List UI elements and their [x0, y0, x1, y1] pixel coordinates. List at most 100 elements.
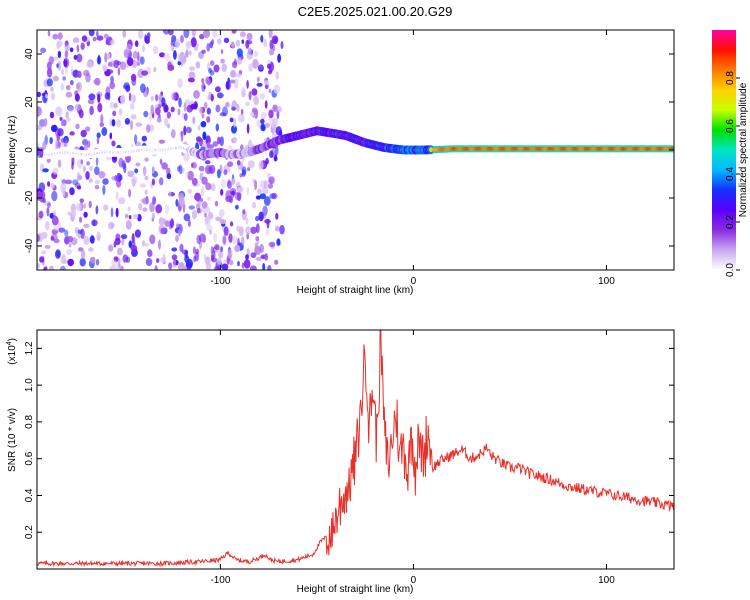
heatmap-cell — [229, 260, 234, 266]
heatmap-cell — [51, 190, 58, 202]
y-tick-label: 40 — [24, 48, 35, 60]
heatmap-cell — [236, 160, 241, 166]
heatmap-cell — [268, 88, 272, 94]
heatmap-cell — [246, 186, 250, 196]
heatmap-cell — [196, 197, 204, 203]
heatmap-cell — [79, 198, 85, 203]
heatmap-cell — [112, 110, 117, 117]
heatmap-cell — [155, 107, 161, 116]
heatmap-cell — [76, 203, 82, 212]
heatmap-cell — [516, 147, 519, 151]
heatmap-cell — [105, 39, 109, 45]
heatmap-cell — [229, 117, 234, 123]
heatmap-cell — [237, 57, 242, 65]
heatmap-cell — [501, 147, 505, 151]
heatmap-cell — [120, 234, 128, 240]
heatmap-cell — [115, 191, 119, 200]
heatmap-cell — [76, 82, 80, 90]
heatmap-cell — [118, 197, 126, 205]
heatmap-cell — [74, 226, 78, 234]
heatmap-cell — [633, 147, 636, 151]
heatmap-cell — [239, 173, 243, 178]
heatmap-cell — [213, 232, 218, 243]
heatmap-cell — [271, 123, 275, 128]
heatmap-cell — [127, 57, 134, 67]
heatmap-cell — [452, 147, 455, 151]
heatmap-cell — [181, 249, 189, 255]
heatmap-cell — [66, 235, 74, 243]
heatmap-cell — [183, 30, 190, 39]
heatmap-cell — [193, 255, 197, 263]
heatmap-cell — [37, 234, 41, 243]
heatmap-cell — [144, 36, 151, 44]
heatmap-cell — [254, 179, 258, 191]
heatmap-cell — [178, 228, 181, 237]
heatmap-cell — [202, 131, 207, 141]
heatmap-cell — [102, 65, 108, 72]
heatmap-cell — [582, 147, 585, 151]
heatmap-cell — [259, 243, 265, 253]
heatmap-cell — [227, 77, 230, 84]
snr-y-multiplier: (x104) — [6, 338, 18, 365]
heatmap-cell — [39, 256, 45, 263]
heatmap-cell — [130, 245, 138, 252]
heatmap-cell — [206, 43, 211, 52]
heatmap-cell — [256, 76, 260, 83]
heatmap-cell — [219, 219, 226, 225]
heatmap-cell — [509, 147, 513, 151]
heatmap-cell — [263, 38, 267, 48]
heatmap-cell — [220, 179, 227, 189]
heatmap-cell — [580, 147, 583, 151]
heatmap-cell — [620, 147, 624, 151]
snr-panel: -100 0 100 0.2 0.4 0.6 0.8 1.0 1.2 Height of st… — [6, 329, 675, 595]
heatmap-cell — [559, 147, 562, 151]
heatmap-cell — [220, 246, 224, 253]
heatmap-cell — [513, 147, 516, 151]
heatmap-cell — [280, 41, 284, 50]
heatmap-cell — [250, 265, 257, 270]
heatmap-cell — [106, 53, 111, 60]
heatmap-cell — [490, 147, 493, 151]
heatmap-cell — [191, 162, 197, 169]
heatmap-cell — [130, 93, 136, 104]
heatmap-cell — [215, 123, 219, 132]
heatmap-cell — [96, 35, 104, 41]
heatmap-cell — [463, 147, 466, 151]
heatmap-cell — [89, 235, 95, 244]
heatmap-cell — [117, 257, 121, 268]
heatmap-cell — [238, 113, 245, 123]
heatmap-cell — [245, 39, 250, 49]
heatmap-cell — [247, 47, 252, 55]
heatmap-cell — [80, 129, 87, 138]
heatmap-cell — [569, 147, 572, 151]
heatmap-cell — [115, 207, 119, 218]
heatmap-cell — [225, 101, 230, 108]
heatmap-cell — [99, 122, 105, 127]
heatmap-cell — [184, 98, 190, 106]
heatmap-cell — [239, 31, 246, 38]
heatmap-cell — [199, 33, 205, 40]
heatmap-cell — [233, 78, 239, 89]
heatmap-cell — [83, 69, 90, 77]
heatmap-cell — [500, 147, 503, 151]
heatmap-cell — [256, 82, 263, 87]
heatmap-cell — [88, 247, 94, 252]
heatmap-cell — [187, 170, 194, 181]
heatmap-cell — [227, 249, 233, 260]
heatmap-cell — [109, 266, 117, 270]
heatmap-cell — [97, 93, 101, 103]
heatmap-cell — [566, 147, 569, 151]
heatmap-cell — [648, 147, 651, 151]
heatmap-cell — [171, 35, 177, 43]
heatmap-cell — [134, 40, 139, 47]
heatmap-cell — [477, 147, 480, 151]
heatmap-cell — [542, 147, 545, 151]
heatmap-cell — [271, 133, 277, 138]
heatmap-cell — [198, 200, 202, 206]
heatmap-cell — [195, 61, 201, 69]
heatmap-cell — [232, 136, 238, 144]
snr-y-ticks: 0.2 0.4 0.6 0.8 1.0 1.2 — [24, 341, 674, 539]
heatmap-cell — [42, 140, 47, 150]
heatmap-cell — [154, 265, 158, 270]
heatmap-cell — [120, 94, 126, 105]
